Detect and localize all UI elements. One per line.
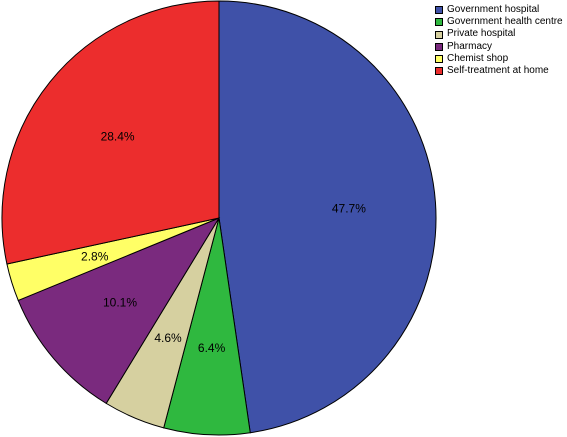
legend-swatch xyxy=(435,54,443,63)
legend-swatch xyxy=(435,30,443,39)
legend-item: Government health centre xyxy=(435,16,563,28)
legend-label: Government health centre xyxy=(447,16,563,28)
slice-value-label: 28.4% xyxy=(101,129,135,143)
slice-value-label: 4.6% xyxy=(154,331,182,345)
pie-slice-self-treatment-at-home xyxy=(1,0,220,265)
legend-swatch xyxy=(435,42,443,51)
slice-value-label: 10.1% xyxy=(103,296,137,310)
legend-item: Pharmacy xyxy=(435,41,563,53)
legend-label: Private hospital xyxy=(447,28,516,40)
legend-item: Private hospital xyxy=(435,28,563,40)
legend-item: Chemist shop xyxy=(435,53,563,65)
legend-label: Self-treatment at home xyxy=(447,65,549,77)
legend-label: Pharmacy xyxy=(447,40,493,52)
slice-value-label: 47.7% xyxy=(332,202,366,216)
legend-swatch xyxy=(435,67,443,76)
legend-label: Chemist shop xyxy=(447,52,509,64)
pie-slice-government-hospital xyxy=(218,0,437,434)
legend-item: Government hospital xyxy=(435,4,563,16)
legend-item: Self-treatment at home xyxy=(435,65,563,77)
legend-swatch xyxy=(435,18,443,27)
chart-legend: Government hospital Government health cen… xyxy=(435,4,563,77)
legend-swatch xyxy=(435,6,443,15)
legend-label: Government hospital xyxy=(447,4,540,15)
slice-value-label: 6.4% xyxy=(198,341,226,355)
pie-slice-pharmacy xyxy=(17,216,221,405)
slice-value-label: 2.8% xyxy=(81,250,109,264)
